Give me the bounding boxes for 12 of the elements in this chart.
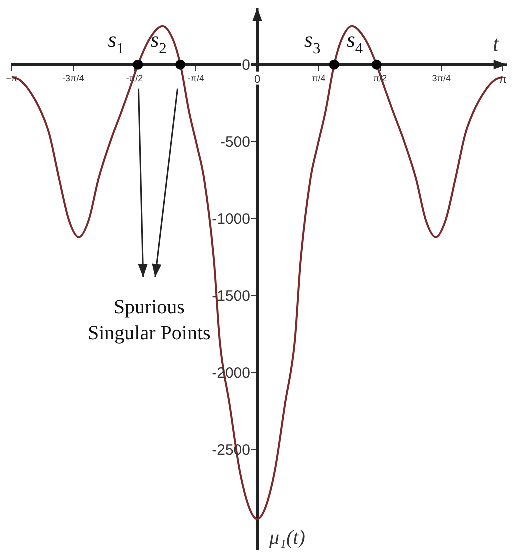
x-axis-title: t	[493, 30, 500, 56]
x-tick-label: -π/4	[188, 73, 204, 84]
y-tick-label: -1000	[212, 211, 250, 228]
y-tick-label: -500	[220, 134, 250, 152]
x-tick-label: −π	[6, 73, 18, 84]
x-tick-label: 0	[254, 74, 261, 86]
x-tick-label: 3π/4	[432, 73, 451, 84]
x-tick-label: -3π/4	[62, 73, 84, 84]
annotation: Spurious Singular Points	[88, 296, 211, 344]
x-tick-label: π/4	[312, 73, 326, 84]
y-axis-title: μ₁(t)	[268, 527, 306, 549]
x-tick-label: π	[499, 74, 508, 86]
